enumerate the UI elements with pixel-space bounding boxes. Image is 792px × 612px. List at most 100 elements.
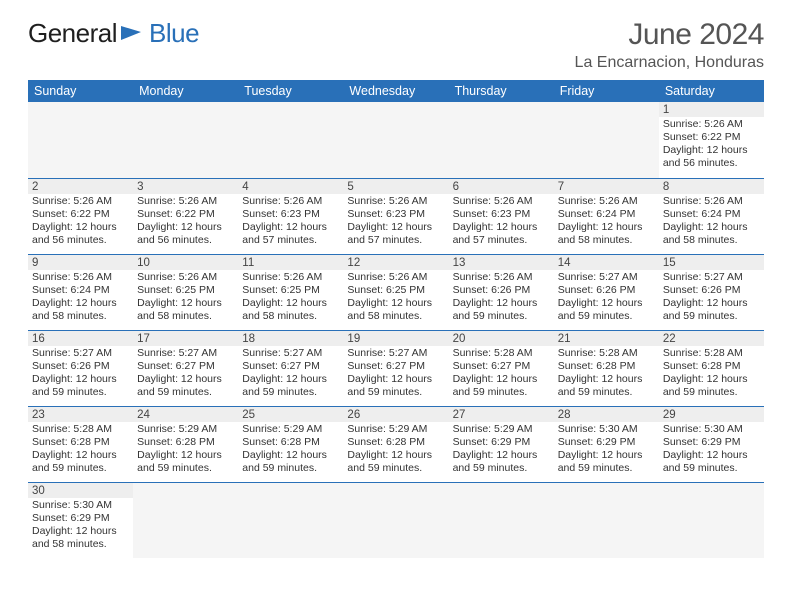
- calendar-table: Sunday Monday Tuesday Wednesday Thursday…: [28, 80, 764, 558]
- calendar-day-cell: 20Sunrise: 5:28 AMSunset: 6:27 PMDayligh…: [449, 330, 554, 406]
- sunrise-line: Sunrise: 5:26 AM: [137, 195, 234, 208]
- sunrise-line: Sunrise: 5:26 AM: [558, 195, 655, 208]
- calendar-day-cell: 1Sunrise: 5:26 AMSunset: 6:22 PMDaylight…: [659, 102, 764, 178]
- daylight-line: Daylight: 12 hours and 58 minutes.: [137, 297, 234, 323]
- sunrise-line: Sunrise: 5:27 AM: [32, 347, 129, 360]
- day-details: Sunrise: 5:27 AMSunset: 6:27 PMDaylight:…: [133, 346, 238, 402]
- daylight-line: Daylight: 12 hours and 59 minutes.: [558, 373, 655, 399]
- daylight-line: Daylight: 12 hours and 59 minutes.: [663, 373, 760, 399]
- calendar-empty-cell: [133, 102, 238, 178]
- day-number: 1: [659, 102, 764, 117]
- calendar-day-cell: 3Sunrise: 5:26 AMSunset: 6:22 PMDaylight…: [133, 178, 238, 254]
- calendar-day-cell: 27Sunrise: 5:29 AMSunset: 6:29 PMDayligh…: [449, 406, 554, 482]
- calendar-day-cell: 8Sunrise: 5:26 AMSunset: 6:24 PMDaylight…: [659, 178, 764, 254]
- sunset-line: Sunset: 6:22 PM: [663, 131, 760, 144]
- daylight-line: Daylight: 12 hours and 56 minutes.: [137, 221, 234, 247]
- sunrise-line: Sunrise: 5:29 AM: [137, 423, 234, 436]
- sunrise-line: Sunrise: 5:29 AM: [242, 423, 339, 436]
- calendar-day-cell: 15Sunrise: 5:27 AMSunset: 6:26 PMDayligh…: [659, 254, 764, 330]
- daylight-line: Daylight: 12 hours and 59 minutes.: [242, 373, 339, 399]
- daylight-line: Daylight: 12 hours and 58 minutes.: [558, 221, 655, 247]
- daylight-line: Daylight: 12 hours and 57 minutes.: [347, 221, 444, 247]
- sunset-line: Sunset: 6:23 PM: [242, 208, 339, 221]
- daylight-line: Daylight: 12 hours and 59 minutes.: [558, 449, 655, 475]
- day-details: Sunrise: 5:26 AMSunset: 6:22 PMDaylight:…: [133, 194, 238, 250]
- day-number: 4: [238, 179, 343, 194]
- sunrise-line: Sunrise: 5:29 AM: [453, 423, 550, 436]
- calendar-empty-cell: [343, 102, 448, 178]
- day-details: Sunrise: 5:27 AMSunset: 6:26 PMDaylight:…: [554, 270, 659, 326]
- calendar-week-row: 1Sunrise: 5:26 AMSunset: 6:22 PMDaylight…: [28, 102, 764, 178]
- day-number: 27: [449, 407, 554, 422]
- sunset-line: Sunset: 6:24 PM: [663, 208, 760, 221]
- sunrise-line: Sunrise: 5:26 AM: [347, 271, 444, 284]
- day-details: Sunrise: 5:30 AMSunset: 6:29 PMDaylight:…: [659, 422, 764, 478]
- sunset-line: Sunset: 6:24 PM: [558, 208, 655, 221]
- calendar-day-cell: 18Sunrise: 5:27 AMSunset: 6:27 PMDayligh…: [238, 330, 343, 406]
- sunrise-line: Sunrise: 5:26 AM: [137, 271, 234, 284]
- sunset-line: Sunset: 6:27 PM: [242, 360, 339, 373]
- daylight-line: Daylight: 12 hours and 59 minutes.: [137, 449, 234, 475]
- sunset-line: Sunset: 6:27 PM: [347, 360, 444, 373]
- day-details: Sunrise: 5:26 AMSunset: 6:24 PMDaylight:…: [659, 194, 764, 250]
- sunset-line: Sunset: 6:26 PM: [453, 284, 550, 297]
- calendar-day-cell: 19Sunrise: 5:27 AMSunset: 6:27 PMDayligh…: [343, 330, 448, 406]
- sunset-line: Sunset: 6:28 PM: [347, 436, 444, 449]
- day-number: 10: [133, 255, 238, 270]
- calendar-day-cell: 9Sunrise: 5:26 AMSunset: 6:24 PMDaylight…: [28, 254, 133, 330]
- day-details: Sunrise: 5:29 AMSunset: 6:29 PMDaylight:…: [449, 422, 554, 478]
- sunrise-line: Sunrise: 5:26 AM: [453, 271, 550, 284]
- day-details: Sunrise: 5:29 AMSunset: 6:28 PMDaylight:…: [238, 422, 343, 478]
- calendar-day-cell: 29Sunrise: 5:30 AMSunset: 6:29 PMDayligh…: [659, 406, 764, 482]
- day-number: 18: [238, 331, 343, 346]
- day-details: Sunrise: 5:27 AMSunset: 6:27 PMDaylight:…: [343, 346, 448, 402]
- sunrise-line: Sunrise: 5:30 AM: [663, 423, 760, 436]
- day-details: Sunrise: 5:26 AMSunset: 6:24 PMDaylight:…: [554, 194, 659, 250]
- day-number: 5: [343, 179, 448, 194]
- sunset-line: Sunset: 6:22 PM: [32, 208, 129, 221]
- weekday-header-row: Sunday Monday Tuesday Wednesday Thursday…: [28, 80, 764, 102]
- day-number: 15: [659, 255, 764, 270]
- calendar-day-cell: 4Sunrise: 5:26 AMSunset: 6:23 PMDaylight…: [238, 178, 343, 254]
- day-details: Sunrise: 5:27 AMSunset: 6:26 PMDaylight:…: [659, 270, 764, 326]
- daylight-line: Daylight: 12 hours and 59 minutes.: [347, 449, 444, 475]
- sunrise-line: Sunrise: 5:27 AM: [663, 271, 760, 284]
- col-friday: Friday: [554, 80, 659, 102]
- daylight-line: Daylight: 12 hours and 59 minutes.: [242, 449, 339, 475]
- daylight-line: Daylight: 12 hours and 59 minutes.: [663, 297, 760, 323]
- col-monday: Monday: [133, 80, 238, 102]
- calendar-day-cell: 2Sunrise: 5:26 AMSunset: 6:22 PMDaylight…: [28, 178, 133, 254]
- day-details: Sunrise: 5:30 AMSunset: 6:29 PMDaylight:…: [28, 498, 133, 554]
- day-number: 17: [133, 331, 238, 346]
- day-number: 19: [343, 331, 448, 346]
- day-number: 20: [449, 331, 554, 346]
- sunrise-line: Sunrise: 5:28 AM: [453, 347, 550, 360]
- sunset-line: Sunset: 6:29 PM: [558, 436, 655, 449]
- sunset-line: Sunset: 6:29 PM: [663, 436, 760, 449]
- sunset-line: Sunset: 6:28 PM: [242, 436, 339, 449]
- calendar-empty-cell: [449, 102, 554, 178]
- sunrise-line: Sunrise: 5:27 AM: [137, 347, 234, 360]
- day-details: Sunrise: 5:26 AMSunset: 6:23 PMDaylight:…: [238, 194, 343, 250]
- day-number: 2: [28, 179, 133, 194]
- calendar-week-row: 23Sunrise: 5:28 AMSunset: 6:28 PMDayligh…: [28, 406, 764, 482]
- daylight-line: Daylight: 12 hours and 58 minutes.: [242, 297, 339, 323]
- day-number: 12: [343, 255, 448, 270]
- day-details: Sunrise: 5:26 AMSunset: 6:24 PMDaylight:…: [28, 270, 133, 326]
- calendar-day-cell: 21Sunrise: 5:28 AMSunset: 6:28 PMDayligh…: [554, 330, 659, 406]
- calendar-empty-cell: [554, 102, 659, 178]
- daylight-line: Daylight: 12 hours and 57 minutes.: [242, 221, 339, 247]
- daylight-line: Daylight: 12 hours and 59 minutes.: [453, 297, 550, 323]
- sunset-line: Sunset: 6:26 PM: [663, 284, 760, 297]
- day-number: 29: [659, 407, 764, 422]
- calendar-week-row: 16Sunrise: 5:27 AMSunset: 6:26 PMDayligh…: [28, 330, 764, 406]
- day-details: Sunrise: 5:27 AMSunset: 6:26 PMDaylight:…: [28, 346, 133, 402]
- sunrise-line: Sunrise: 5:26 AM: [32, 195, 129, 208]
- sunrise-line: Sunrise: 5:28 AM: [663, 347, 760, 360]
- brand-blue: Blue: [149, 18, 199, 49]
- sunrise-line: Sunrise: 5:26 AM: [242, 271, 339, 284]
- day-number: 22: [659, 331, 764, 346]
- day-number: 9: [28, 255, 133, 270]
- daylight-line: Daylight: 12 hours and 59 minutes.: [453, 449, 550, 475]
- day-details: Sunrise: 5:26 AMSunset: 6:23 PMDaylight:…: [343, 194, 448, 250]
